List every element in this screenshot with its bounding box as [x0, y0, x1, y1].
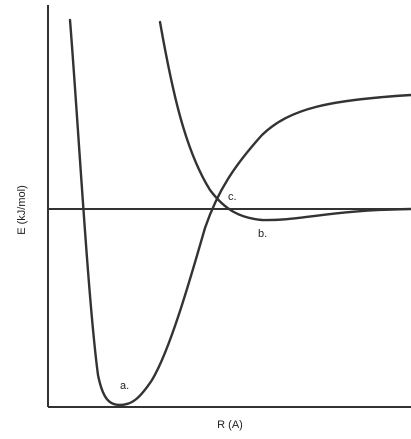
point-label: b. — [258, 228, 267, 240]
x-axis-label: R (A) — [217, 419, 243, 431]
point-label: c. — [228, 191, 237, 203]
point-label: a. — [120, 380, 129, 392]
curve-a — [68, 18, 411, 407]
curve-b — [158, 20, 411, 222]
y-axis-label: E (kJ/mol) — [16, 185, 28, 235]
